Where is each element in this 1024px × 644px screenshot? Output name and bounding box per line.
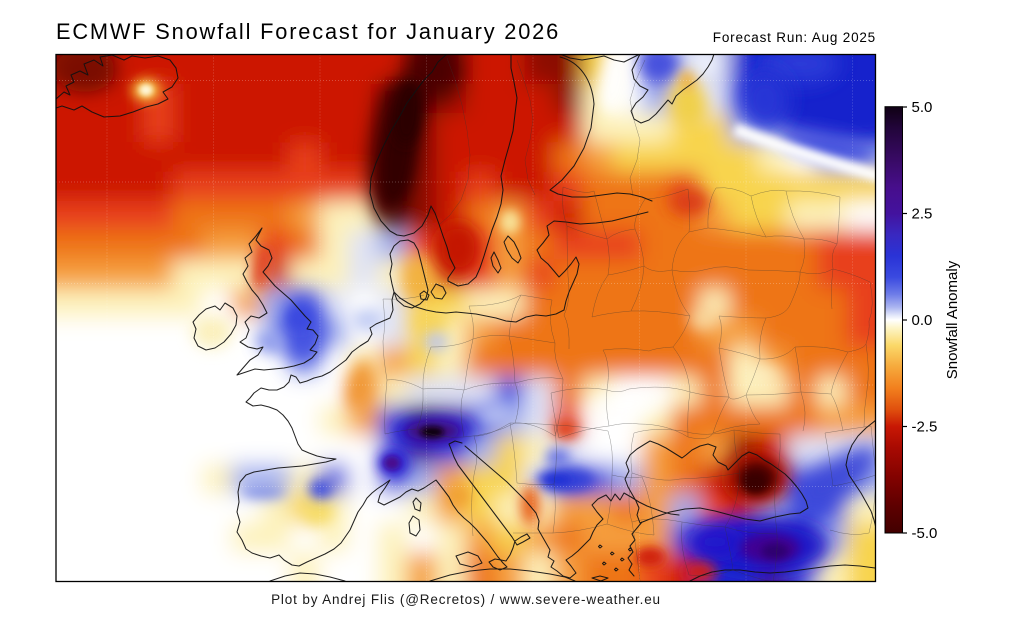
svg-text:-2.5: -2.5 [912, 419, 938, 436]
svg-text:0.0: 0.0 [912, 312, 933, 329]
svg-text:Snowfall Anomaly: Snowfall Anomaly [944, 260, 961, 379]
svg-text:5.0: 5.0 [912, 99, 933, 116]
svg-text:2.5: 2.5 [912, 206, 933, 223]
svg-text:-5.0: -5.0 [912, 525, 938, 542]
